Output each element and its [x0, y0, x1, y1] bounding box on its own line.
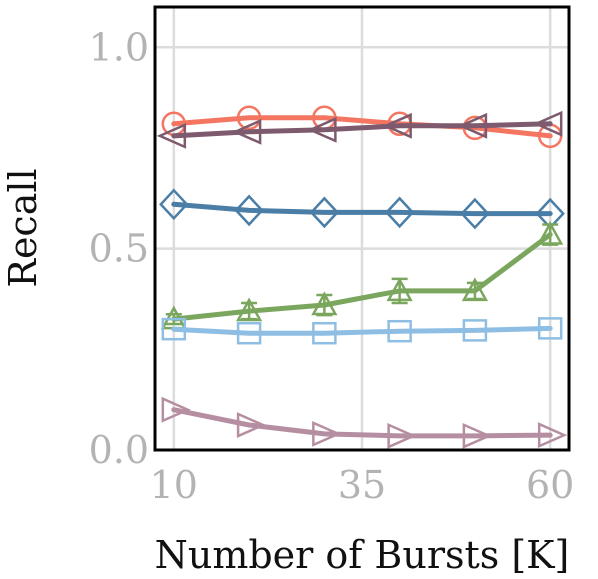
series-line [171, 232, 553, 322]
plot-frame [153, 5, 571, 452]
x-tick-label: 35 [338, 463, 386, 507]
grid [155, 7, 569, 452]
data-point [462, 422, 493, 449]
series-line [171, 325, 553, 336]
data-point [161, 396, 191, 423]
data-point [460, 197, 490, 230]
data-point [537, 220, 564, 245]
y-axis-label: Recall [1, 168, 45, 287]
data-point [384, 196, 415, 229]
series-layer [156, 105, 568, 449]
x-axis-label: Number of Bursts [K] [155, 533, 570, 577]
series-6 [161, 396, 568, 449]
data-point [386, 277, 413, 302]
data-point [236, 105, 262, 130]
data-point [462, 319, 488, 342]
data-point [236, 412, 267, 438]
series-3 [159, 188, 565, 230]
series-4 [160, 220, 564, 330]
data-point [537, 422, 568, 449]
data-point [161, 317, 187, 341]
data-point [231, 118, 262, 145]
data-point [312, 321, 337, 345]
data-point [461, 277, 489, 302]
data-point [309, 196, 340, 229]
data-point [159, 188, 189, 221]
data-point [156, 122, 187, 149]
x-tick-label: 60 [526, 463, 574, 507]
data-point [387, 422, 417, 449]
data-point [307, 116, 337, 143]
data-point [387, 319, 412, 343]
x-tick-label: 10 [150, 463, 198, 507]
y-tick-label: 1.0 [89, 25, 149, 69]
series-line [171, 115, 553, 139]
data-point [312, 420, 342, 447]
y-tick-label: 0.5 [89, 227, 149, 271]
series-2 [156, 110, 563, 149]
data-point [311, 291, 338, 316]
data-point [235, 297, 263, 322]
data-point [382, 112, 412, 139]
tick-labels: 10 35 60 0.0 0.5 1.0 [89, 25, 575, 507]
data-point [533, 110, 563, 137]
data-point [234, 194, 264, 227]
data-point [457, 112, 488, 139]
data-point [537, 317, 563, 340]
y-tick-label: 0.0 [89, 428, 149, 472]
series-5 [161, 317, 563, 345]
data-point [236, 321, 262, 345]
